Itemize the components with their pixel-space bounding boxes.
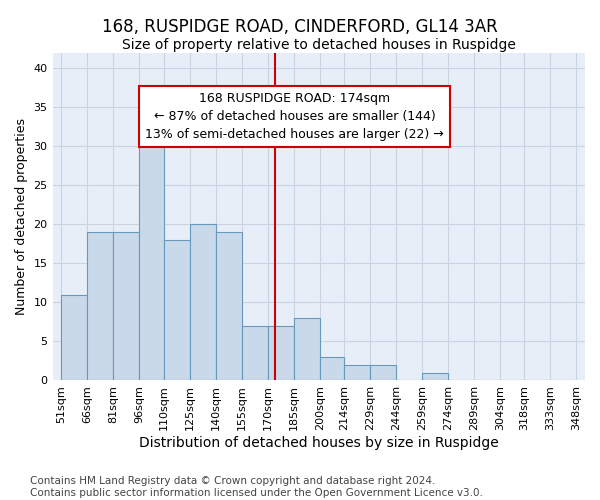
Bar — [370, 365, 396, 380]
Text: Contains HM Land Registry data © Crown copyright and database right 2024.
Contai: Contains HM Land Registry data © Crown c… — [30, 476, 483, 498]
Bar — [268, 326, 293, 380]
Bar — [215, 232, 242, 380]
Title: Size of property relative to detached houses in Ruspidge: Size of property relative to detached ho… — [122, 38, 516, 52]
Text: 168 RUSPIDGE ROAD: 174sqm
← 87% of detached houses are smaller (144)
13% of semi: 168 RUSPIDGE ROAD: 174sqm ← 87% of detac… — [145, 92, 444, 141]
Bar — [164, 240, 190, 380]
Bar — [242, 326, 268, 380]
Bar — [87, 232, 113, 380]
Bar — [422, 372, 448, 380]
Bar — [61, 294, 87, 380]
Bar — [113, 232, 139, 380]
X-axis label: Distribution of detached houses by size in Ruspidge: Distribution of detached houses by size … — [139, 436, 499, 450]
Bar — [139, 146, 164, 380]
Text: 168, RUSPIDGE ROAD, CINDERFORD, GL14 3AR: 168, RUSPIDGE ROAD, CINDERFORD, GL14 3AR — [102, 18, 498, 36]
Bar — [344, 365, 370, 380]
Bar — [293, 318, 320, 380]
Bar — [320, 357, 344, 380]
Y-axis label: Number of detached properties: Number of detached properties — [15, 118, 28, 315]
Bar — [190, 224, 215, 380]
